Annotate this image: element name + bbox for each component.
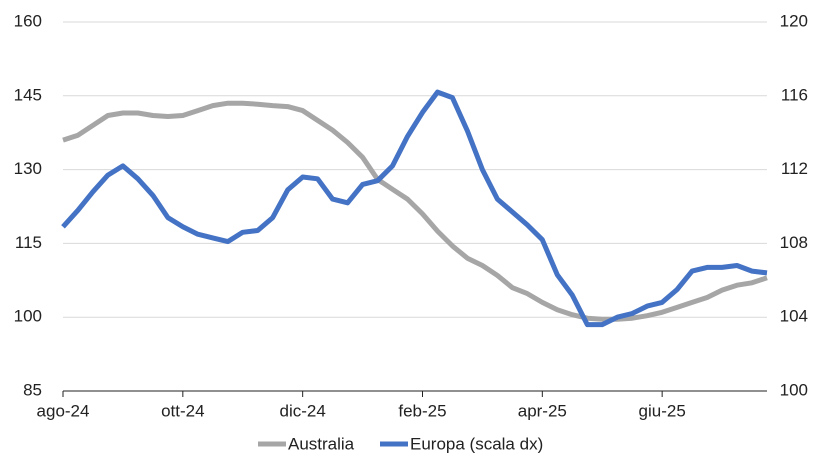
y-tick-label: 160 <box>14 11 42 30</box>
x-tick-label: feb-25 <box>398 401 446 420</box>
y2-tick-label: 120 <box>780 11 808 30</box>
x-tick-label: apr-25 <box>518 401 567 420</box>
legend-label: Australia <box>288 434 355 453</box>
x-tick-label: ago-24 <box>37 401 90 420</box>
y2-tick-label: 112 <box>781 159 808 178</box>
y2-tick-label: 108 <box>780 233 808 252</box>
y-tick-label: 130 <box>14 159 42 178</box>
series-line <box>61 89 768 328</box>
legend-label: Europa (scala dx) <box>410 434 543 453</box>
y-tick-label: 85 <box>23 380 42 399</box>
y-tick-label: 100 <box>14 307 42 326</box>
x-tick-label: giu-25 <box>639 401 686 420</box>
y2-tick-label: 100 <box>780 380 808 399</box>
y2-tick-label: 104 <box>780 307 808 326</box>
y2-tick-label: 116 <box>781 85 808 104</box>
y-tick-label: 115 <box>15 233 42 252</box>
y-tick-label: 145 <box>14 85 42 104</box>
x-tick-label: ott-24 <box>161 401 204 420</box>
series-line <box>62 100 768 322</box>
x-tick-label: dic-24 <box>280 401 326 420</box>
